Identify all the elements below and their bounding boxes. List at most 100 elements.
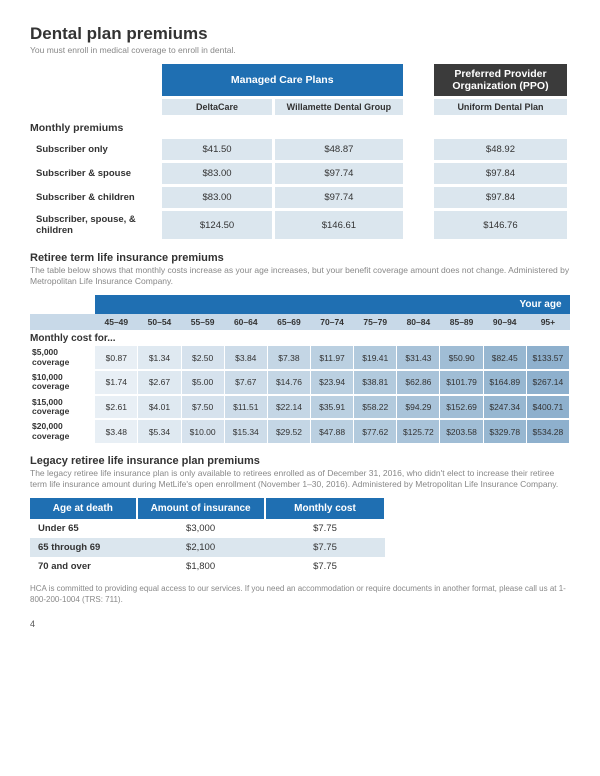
life-cell: $2.50 xyxy=(181,346,224,370)
life-cell: $23.94 xyxy=(311,370,354,395)
dental-row-label: Subscriber only xyxy=(30,138,160,162)
life-row-label: $5,000 coverage xyxy=(30,346,95,370)
life-cell: $35.91 xyxy=(311,395,354,420)
dental-cell: $97.84 xyxy=(432,186,568,210)
life-cell: $1.34 xyxy=(138,346,181,370)
life-cell: $22.14 xyxy=(267,395,310,420)
legacy-title: Legacy retiree life insurance plan premi… xyxy=(30,455,570,467)
dental-cell: $97.74 xyxy=(274,162,404,186)
life-row-label: $20,000 coverage xyxy=(30,419,95,444)
life-age-col: 60–64 xyxy=(224,314,267,330)
dental-plan-header: Willamette Dental Group xyxy=(274,98,404,117)
life-cell: $15.34 xyxy=(224,419,267,444)
dental-cell: $146.61 xyxy=(274,210,404,241)
legacy-header: Amount of insurance xyxy=(137,498,265,519)
dental-section-label: Monthly premiums xyxy=(30,117,569,138)
dental-cell: $41.50 xyxy=(160,138,273,162)
life-cell: $247.34 xyxy=(483,395,526,420)
life-cell: $58.22 xyxy=(354,395,397,420)
legacy-header: Monthly cost xyxy=(265,498,386,519)
legacy-cost: $7.75 xyxy=(265,519,386,538)
life-cell: $133.57 xyxy=(526,346,569,370)
dental-table: Managed Care Plans Preferred Provider Or… xyxy=(30,64,570,242)
life-age-header: Your age xyxy=(95,295,570,314)
life-table: Your age 45–4950–5455–5960–6465–6970–747… xyxy=(30,295,570,445)
life-cell: $534.28 xyxy=(526,419,569,444)
life-cell: $94.29 xyxy=(397,395,440,420)
dental-subtitle: You must enroll in medical coverage to e… xyxy=(30,45,570,56)
life-cell: $267.14 xyxy=(526,370,569,395)
legacy-cost: $7.75 xyxy=(265,557,386,576)
legacy-amount: $2,100 xyxy=(137,538,265,557)
life-cell: $29.52 xyxy=(267,419,310,444)
life-cell: $77.62 xyxy=(354,419,397,444)
legacy-cost: $7.75 xyxy=(265,538,386,557)
life-age-col: 85–89 xyxy=(440,314,483,330)
life-age-col: 45–49 xyxy=(95,314,138,330)
life-cell: $329.78 xyxy=(483,419,526,444)
legacy-subtitle: The legacy retiree life insurance plan i… xyxy=(30,468,570,490)
life-age-col: 50–54 xyxy=(138,314,181,330)
dental-cell: $97.84 xyxy=(432,162,568,186)
life-cell: $31.43 xyxy=(397,346,440,370)
dental-group-header: Preferred Provider Organization (PPO) xyxy=(432,64,568,98)
life-cell: $0.87 xyxy=(95,346,138,370)
dental-cell: $124.50 xyxy=(160,210,273,241)
dental-cell: $48.87 xyxy=(274,138,404,162)
life-cell: $152.69 xyxy=(440,395,483,420)
page-number: 4 xyxy=(30,619,570,629)
legacy-row-label: Under 65 xyxy=(30,519,137,538)
life-age-col: 70–74 xyxy=(311,314,354,330)
life-cell: $7.38 xyxy=(267,346,310,370)
life-age-col: 90–94 xyxy=(483,314,526,330)
legacy-table: Age at death Amount of insurance Monthly… xyxy=(30,498,386,576)
life-cell: $10.00 xyxy=(181,419,224,444)
legacy-amount: $1,800 xyxy=(137,557,265,576)
dental-cell: $97.74 xyxy=(274,186,404,210)
legacy-header: Age at death xyxy=(30,498,137,519)
life-cell: $125.72 xyxy=(397,419,440,444)
life-cell: $101.79 xyxy=(440,370,483,395)
dental-cell: $146.76 xyxy=(432,210,568,241)
footnote: HCA is committed to providing equal acce… xyxy=(30,584,570,605)
life-age-col: 55–59 xyxy=(181,314,224,330)
life-age-col: 95+ xyxy=(526,314,569,330)
legacy-row-label: 70 and over xyxy=(30,557,137,576)
legacy-amount: $3,000 xyxy=(137,519,265,538)
life-cell: $62.86 xyxy=(397,370,440,395)
dental-group-header: Managed Care Plans xyxy=(160,64,404,98)
life-cell: $400.71 xyxy=(526,395,569,420)
life-cell: $3.84 xyxy=(224,346,267,370)
dental-row-label: Subscriber & spouse xyxy=(30,162,160,186)
life-cell: $2.61 xyxy=(95,395,138,420)
life-row-label: $10,000 coverage xyxy=(30,370,95,395)
life-cell: $14.76 xyxy=(267,370,310,395)
life-cell: $5.34 xyxy=(138,419,181,444)
dental-cell: $48.92 xyxy=(432,138,568,162)
legacy-row-label: 65 through 69 xyxy=(30,538,137,557)
life-subtitle: The table below shows that monthly costs… xyxy=(30,265,570,287)
life-cell: $7.67 xyxy=(224,370,267,395)
life-cell: $5.00 xyxy=(181,370,224,395)
life-cell: $4.01 xyxy=(138,395,181,420)
life-cell: $47.88 xyxy=(311,419,354,444)
life-cell: $11.51 xyxy=(224,395,267,420)
life-cell: $3.48 xyxy=(95,419,138,444)
life-cell: $203.58 xyxy=(440,419,483,444)
dental-cell: $83.00 xyxy=(160,162,273,186)
life-section-label: Monthly cost for... xyxy=(30,330,570,346)
life-cell: $19.41 xyxy=(354,346,397,370)
life-cell: $82.45 xyxy=(483,346,526,370)
dental-cell: $83.00 xyxy=(160,186,273,210)
life-age-col: 65–69 xyxy=(267,314,310,330)
life-cell: $164.89 xyxy=(483,370,526,395)
life-cell: $2.67 xyxy=(138,370,181,395)
life-cell: $11.97 xyxy=(311,346,354,370)
life-cell: $7.50 xyxy=(181,395,224,420)
life-age-col: 80–84 xyxy=(397,314,440,330)
dental-plan-header: Uniform Dental Plan xyxy=(432,98,568,117)
life-row-label: $15,000 coverage xyxy=(30,395,95,420)
life-title: Retiree term life insurance premiums xyxy=(30,252,570,264)
life-age-col: 75–79 xyxy=(354,314,397,330)
life-cell: $50.90 xyxy=(440,346,483,370)
